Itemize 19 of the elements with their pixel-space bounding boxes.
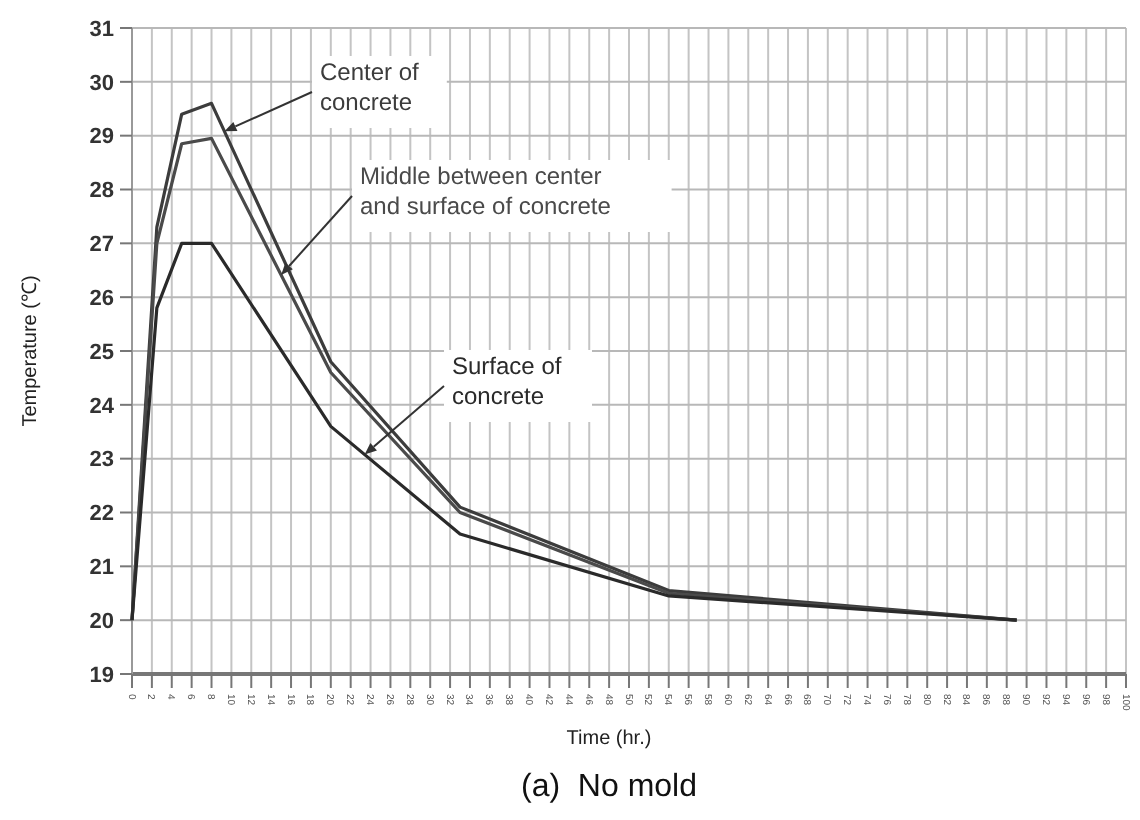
y-tick-label: 26	[89, 286, 114, 311]
y-tick-label: 24	[89, 394, 116, 419]
y-tick-label: 20	[89, 609, 114, 634]
text: (a) No mold	[520, 770, 698, 804]
y-tick-label: 31	[89, 17, 114, 42]
y-tick-label: 21	[89, 556, 114, 581]
y-tick-label: 22	[89, 502, 114, 527]
y-tick-label: 30	[89, 71, 114, 96]
y-tick-label: 27	[89, 233, 114, 258]
y-tick-label: 29	[89, 125, 114, 150]
x-axis-title: Time (hr.)	[566, 728, 652, 750]
y-tick-label: 25	[89, 340, 114, 365]
text: Center of concrete	[320, 58, 421, 116]
y-tick-label: 23	[89, 448, 114, 473]
y-tick-label: 28	[89, 179, 114, 204]
y-tick-label: 19	[89, 663, 114, 688]
text: Surface of concrete	[452, 352, 563, 410]
text: Middle between center and surface of concrete	[360, 162, 612, 220]
y-axis-title: Temperature (℃)	[20, 275, 42, 427]
